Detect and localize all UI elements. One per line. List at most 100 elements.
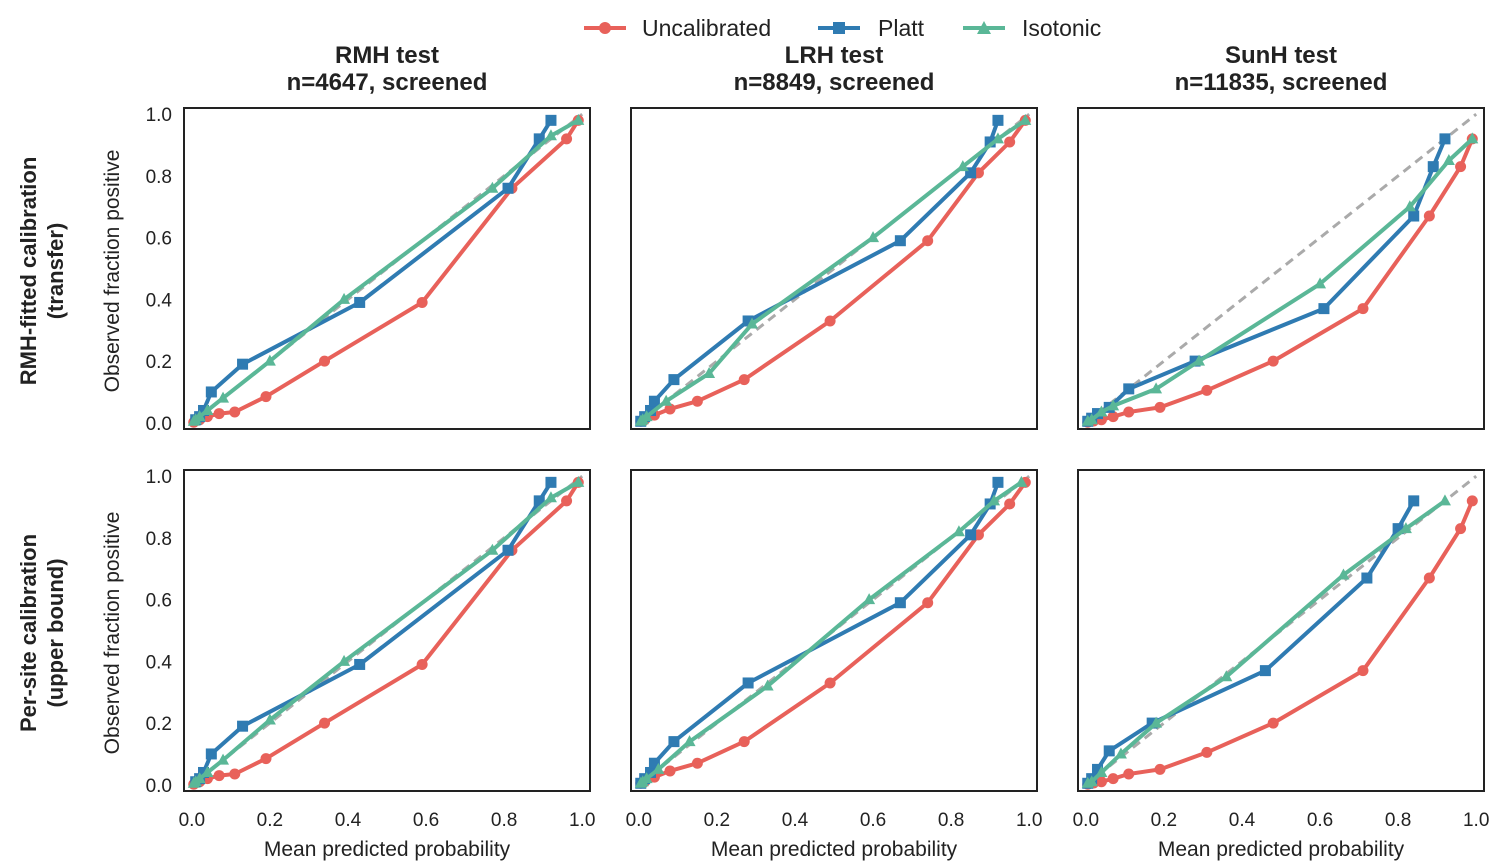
legend-label-isotonic: Isotonic (1022, 15, 1101, 41)
panel-r2-sunh-point-isotonic (1150, 716, 1163, 728)
panel-r1-rmh-point-platt (533, 133, 545, 145)
panel-r2-sunh-x-tick-label: 0.6 (1307, 810, 1333, 831)
panel-r2-sunh-point-platt (1092, 763, 1104, 775)
panel-r2-lrh-point-uncalibrated (922, 597, 934, 609)
panel-r2-sunh-point-isotonic (1085, 775, 1098, 787)
panel-r1-rmh-y-tick-label: 0.0 (146, 414, 172, 435)
panel-r1-rmh-point-uncalibrated (561, 133, 573, 145)
panel-r2-lrh-point-uncalibrated (738, 736, 750, 748)
legend-item-uncalibrated: Uncalibrated (584, 15, 771, 41)
panel-r2-sunh-point-platt (1259, 665, 1271, 677)
panel-r2-lrh-point-isotonic (863, 593, 876, 605)
panel-r2-lrh-x-tick-label: 0.6 (860, 810, 886, 831)
panel-r2-rmh-point-platt (237, 720, 249, 732)
panel-r1-rmh-point-platt (502, 182, 514, 194)
panel-r1-lrh-series-isotonic (634, 113, 1032, 426)
panel-r1-sunh (1077, 107, 1485, 430)
panel-r1-rmh-point-isotonic (338, 292, 351, 304)
panel-r2-lrh-x-tick-label: 0.2 (704, 810, 730, 831)
panel-r1-sunh-point-platt (1318, 303, 1330, 315)
panel-r2-sunh-point-platt (1361, 572, 1373, 584)
panel-r1-sunh-frame (1077, 107, 1485, 430)
panel-r1-rmh-point-platt (205, 386, 217, 398)
panel-r2-rmh-point-isotonic (572, 475, 585, 487)
panel-r1-sunh-point-uncalibrated (1423, 210, 1435, 222)
panel-r1-sunh-point-platt (1408, 210, 1420, 222)
panel-r2-lrh-x-tick-label: 0.0 (626, 810, 652, 831)
panel-r2-sunh-point-uncalibrated (1267, 717, 1279, 729)
panel-r2-sunh-point-isotonic (1438, 494, 1451, 506)
panel-r1-sunh-line-isotonic (1085, 136, 1475, 424)
panel-r1-lrh-point-isotonic (991, 132, 1004, 144)
panel-r1-rmh-point-uncalibrated (416, 296, 428, 308)
panel-r2-sunh-point-uncalibrated (1107, 773, 1119, 785)
panel-r1-sunh-point-isotonic (1193, 354, 1206, 366)
panel-r2-rmh-y-tick-label: 1.0 (146, 467, 172, 488)
panel-r2-sunh-x-tick-label: 1.0 (1463, 810, 1489, 831)
panel-r1-sunh-point-platt (1427, 161, 1439, 173)
panel-r2-sunh-point-platt (1146, 717, 1158, 729)
panel-r1-sunh-series-isotonic (1081, 132, 1479, 426)
x-axis-label-col2: Mean predicted probability (711, 838, 958, 861)
panel-r1-lrh-point-isotonic (660, 394, 673, 406)
panel-r2-rmh-point-platt (545, 476, 557, 488)
panel-r1-lrh-point-platt (668, 374, 680, 386)
panel-r1-lrh-point-isotonic (746, 317, 759, 329)
panel-r2-sunh-x-tick-label: 0.0 (1073, 810, 1099, 831)
col-title-lrh-line1: LRH test (785, 42, 884, 69)
x-axis-label-col1: Mean predicted probability (264, 838, 511, 861)
panel-r2-lrh-point-uncalibrated (664, 765, 676, 777)
panel-r1-rmh-line-platt (193, 118, 553, 422)
panel-r2-sunh-point-platt (1103, 745, 1115, 757)
legend-marker-uncalibrated (599, 22, 611, 34)
panel-r2-lrh-x-tick-label: 0.4 (782, 810, 809, 831)
panel-r1-rmh: 0.0 0.2 0.4 0.6 0.8 1.0 (146, 105, 591, 435)
x-axis-label-col3: Mean predicted probability (1158, 838, 1405, 861)
panel-r1-rmh-point-uncalibrated (319, 355, 331, 367)
panel-r2-sunh-series-isotonic (1081, 494, 1451, 788)
panel-r2-sunh-series-uncalibrated (1082, 495, 1478, 790)
panel-r2-sunh-point-uncalibrated (1423, 572, 1435, 584)
panel-r1-sunh-line-uncalibrated (1085, 136, 1475, 425)
col-title-rmh-line1: RMH test (335, 42, 439, 69)
panel-r1-lrh-point-platt (992, 114, 1004, 126)
panel-r2-sunh-x-tick-label: 0.8 (1385, 810, 1411, 831)
panel-r2-rmh-frame (183, 469, 591, 792)
panel-r2-sunh-point-platt (1408, 495, 1420, 507)
panel-r1-rmh-point-isotonic (263, 354, 276, 366)
panel-r1-sunh-point-platt (1189, 355, 1201, 367)
panel-r2-rmh-y-tick-label: 0.2 (146, 714, 172, 735)
y-axis-label-row2: Observed fraction positive (101, 512, 124, 755)
panel-r1-lrh-point-isotonic (703, 366, 716, 378)
panel-r1-rmh-point-isotonic (544, 129, 557, 141)
panel-r1-lrh-point-uncalibrated (738, 374, 750, 386)
panel-r2-rmh-point-isotonic (201, 765, 214, 777)
panel-r1-rmh-y-tick-label: 0.6 (146, 229, 172, 250)
panel-r1-lrh-point-isotonic (1019, 113, 1032, 125)
panel-r1-rmh-y-tick-label: 0.2 (146, 352, 172, 373)
panel-r2-lrh-point-isotonic (761, 679, 774, 691)
row-label-transfer-line2: (transfer) (43, 223, 68, 320)
col-title-rmh-line2: n=4647, screened (287, 69, 488, 96)
panel-r2-rmh-point-platt (198, 766, 210, 778)
panel-r2-lrh-point-platt (965, 529, 977, 541)
panel-r1-lrh-point-platt (984, 136, 996, 148)
panel-r1-sunh-point-isotonic (1403, 200, 1416, 212)
panel-r2-lrh-line-isotonic (638, 480, 1024, 786)
panel-r2-rmh-point-isotonic (217, 753, 230, 765)
panel-r2-rmh-y-tick-label: 0.0 (146, 776, 172, 797)
panel-r1-lrh-reference-diagonal (637, 112, 1031, 425)
panel-r2-rmh-point-uncalibrated (213, 770, 225, 782)
panel-r1-lrh-point-isotonic (640, 410, 653, 422)
row-label-per-site-line2: (upper bound) (43, 558, 68, 707)
panel-r1-sunh-point-uncalibrated (1154, 401, 1166, 413)
col-title-sunh-line2: n=11835, screened (1175, 69, 1388, 96)
panel-r2-rmh-x-tick-label: 0.8 (491, 810, 517, 831)
panel-r2-rmh-point-isotonic (193, 772, 206, 784)
panel-r1-rmh-point-isotonic (572, 113, 585, 125)
panel-r1-rmh-point-isotonic (193, 410, 206, 422)
panel-r1-sunh-point-isotonic (1466, 132, 1479, 144)
panel-r2-sunh-point-uncalibrated (1357, 665, 1369, 677)
panel-r2-lrh-point-isotonic (988, 494, 1001, 506)
panel-r2-sunh-point-uncalibrated (1095, 776, 1107, 788)
